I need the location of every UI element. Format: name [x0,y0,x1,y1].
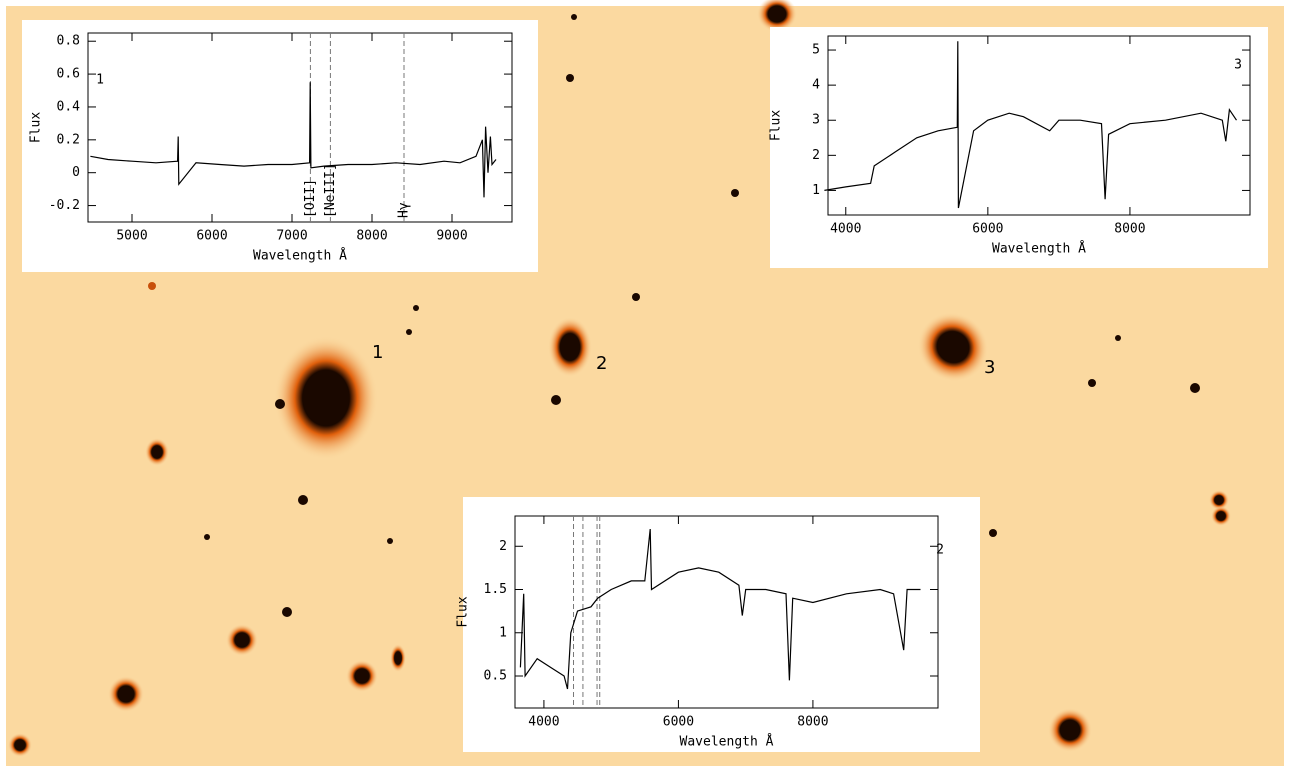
panel-label: 3 [1234,58,1242,73]
x-tick-label: 6000 [196,229,227,244]
x-tick-label: 4000 [830,222,861,237]
galaxy-label: 3 [984,357,995,378]
y-tick-label: 0 [72,165,80,180]
galaxy [548,317,592,377]
plot-frame [514,515,939,709]
galaxy [917,312,989,382]
star [8,733,32,757]
galaxy [274,336,378,460]
spectrum-line [90,82,497,198]
star [989,529,997,537]
spectrum-panel: 4000 6000 8000 0.5 1 1.5 2 Flux Wavelength Å 2 [456,497,980,752]
star [731,189,739,197]
y-tick-label: 0.6 [57,67,80,82]
y-tick-label: 2 [812,148,820,163]
y-tick-label: 1 [812,183,820,198]
star [204,534,210,540]
y-tick-label: 3 [812,113,820,128]
x-axis-label: Wavelength Å [680,734,774,750]
star [298,495,308,505]
galaxy [148,282,156,290]
y-tick-label: 1 [499,625,507,640]
star [413,305,419,311]
panel-label: 1 [96,73,104,88]
x-tick-label: 9000 [436,229,467,244]
x-tick-label: 6000 [972,222,1003,237]
panel-background [463,497,980,752]
star [1190,383,1200,393]
line-marker-label: [OII] [303,179,318,218]
sources [8,0,1231,757]
star [551,395,561,405]
star [1115,335,1121,341]
y-tick-label: 4 [812,78,820,93]
star [406,329,412,335]
spectrum-line [519,528,921,690]
x-axis-label: Wavelength Å [253,248,347,264]
x-tick-label: 8000 [797,715,828,730]
star [275,399,285,409]
y-axis-label: Flux [456,596,471,627]
y-tick-label: 0.4 [57,99,81,114]
star [1209,490,1229,510]
galaxy-label: 1 [372,342,383,363]
x-tick-label: 4000 [528,715,559,730]
star [1088,379,1096,387]
star [346,660,378,692]
star [757,0,797,32]
galaxy [145,438,169,466]
galaxy-label: 2 [596,353,607,374]
panel-background [770,27,1268,268]
star [571,14,577,20]
x-tick-label: 8000 [356,229,387,244]
y-tick-label: 5 [812,43,820,58]
panel-background [22,20,538,272]
plot-frame [827,35,1251,216]
y-tick-label: 0.2 [57,132,80,147]
x-tick-label: 6000 [663,715,694,730]
y-tick-label: 2 [499,539,507,554]
star [226,624,258,656]
star [1048,708,1092,752]
y-axis-label: Flux [769,110,784,141]
spectrum-panel: 5000 6000 7000 8000 9000 -0.2 0 0.2 0.4 0.6 0.8 [OI… [22,20,538,272]
star [566,74,574,82]
line-marker-label: Hγ [397,202,412,218]
star [108,676,144,712]
spectrum-line [824,41,1237,209]
x-tick-label: 8000 [1114,222,1145,237]
y-tick-label: -0.2 [49,198,80,213]
y-axis-label: Flux [29,112,44,143]
line-marker-label: [NeIII] [323,163,338,218]
x-tick-label: 7000 [276,229,307,244]
y-tick-label: 0.8 [57,34,80,49]
panel-label: 2 [936,543,944,558]
star [387,538,393,544]
x-axis-label: Wavelength Å [992,241,1086,257]
star [632,293,640,301]
galaxy [390,644,406,672]
spectrum-panel: 4000 6000 8000 1 2 3 4 5 Flux Wavelength Å 3 [769,27,1268,268]
x-tick-label: 5000 [116,229,147,244]
y-tick-label: 1.5 [484,582,507,597]
y-tick-label: 0.5 [484,669,507,684]
star [1211,506,1231,526]
plot-frame [87,32,513,223]
star [282,607,292,617]
